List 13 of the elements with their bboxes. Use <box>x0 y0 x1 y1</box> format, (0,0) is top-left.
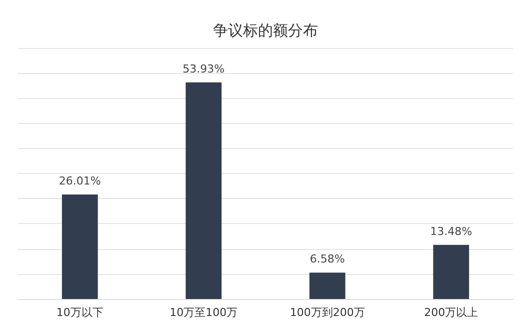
x-tick-label: 100万到200万 <box>290 306 365 319</box>
x-tick-label: 200万以上 <box>424 306 478 319</box>
x-tick-label: 10万至100万 <box>170 306 238 319</box>
bar <box>186 82 222 299</box>
data-label: 53.93% <box>182 62 225 76</box>
chart-title: 争议标的额分布 <box>213 22 318 40</box>
bar <box>309 272 346 299</box>
bar <box>433 244 470 299</box>
data-label: 6.58% <box>310 252 345 266</box>
data-label: 26.01% <box>58 174 101 188</box>
data-label: 13.48% <box>430 224 472 238</box>
x-tick-label: 10万以下 <box>56 306 104 319</box>
bar <box>62 194 98 299</box>
